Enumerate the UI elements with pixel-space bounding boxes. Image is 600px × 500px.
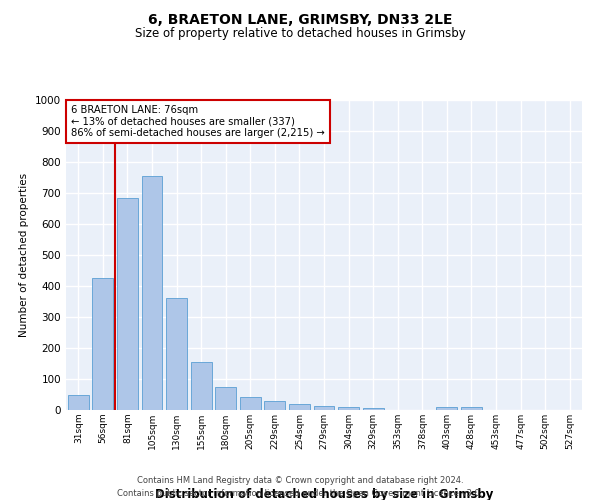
Bar (166, 298, 187, 410)
Bar (191, 362, 212, 410)
Text: 6, BRAETON LANE, GRIMSBY, DN33 2LE: 6, BRAETON LANE, GRIMSBY, DN33 2LE (148, 12, 452, 26)
Bar (142, 176, 163, 410)
X-axis label: Distribution of detached houses by size in Grimsby: Distribution of detached houses by size … (155, 488, 493, 500)
Text: Size of property relative to detached houses in Grimsby: Size of property relative to detached ho… (134, 28, 466, 40)
Bar (92, 278, 113, 410)
Bar (68, 394, 89, 410)
Bar (240, 397, 261, 410)
Bar (314, 406, 334, 410)
Bar (215, 387, 236, 410)
Bar (436, 407, 457, 410)
Y-axis label: Number of detached properties: Number of detached properties (19, 173, 29, 337)
Bar (461, 407, 482, 410)
Text: 6 BRAETON LANE: 76sqm
← 13% of detached houses are smaller (337)
86% of semi-det: 6 BRAETON LANE: 76sqm ← 13% of detached … (71, 104, 325, 138)
Bar (362, 408, 383, 410)
Text: Contains HM Land Registry data © Crown copyright and database right 2024.
Contai: Contains HM Land Registry data © Crown c… (118, 476, 482, 498)
Bar (117, 198, 138, 410)
Bar (265, 400, 286, 410)
Bar (289, 404, 310, 410)
Bar (338, 407, 359, 410)
